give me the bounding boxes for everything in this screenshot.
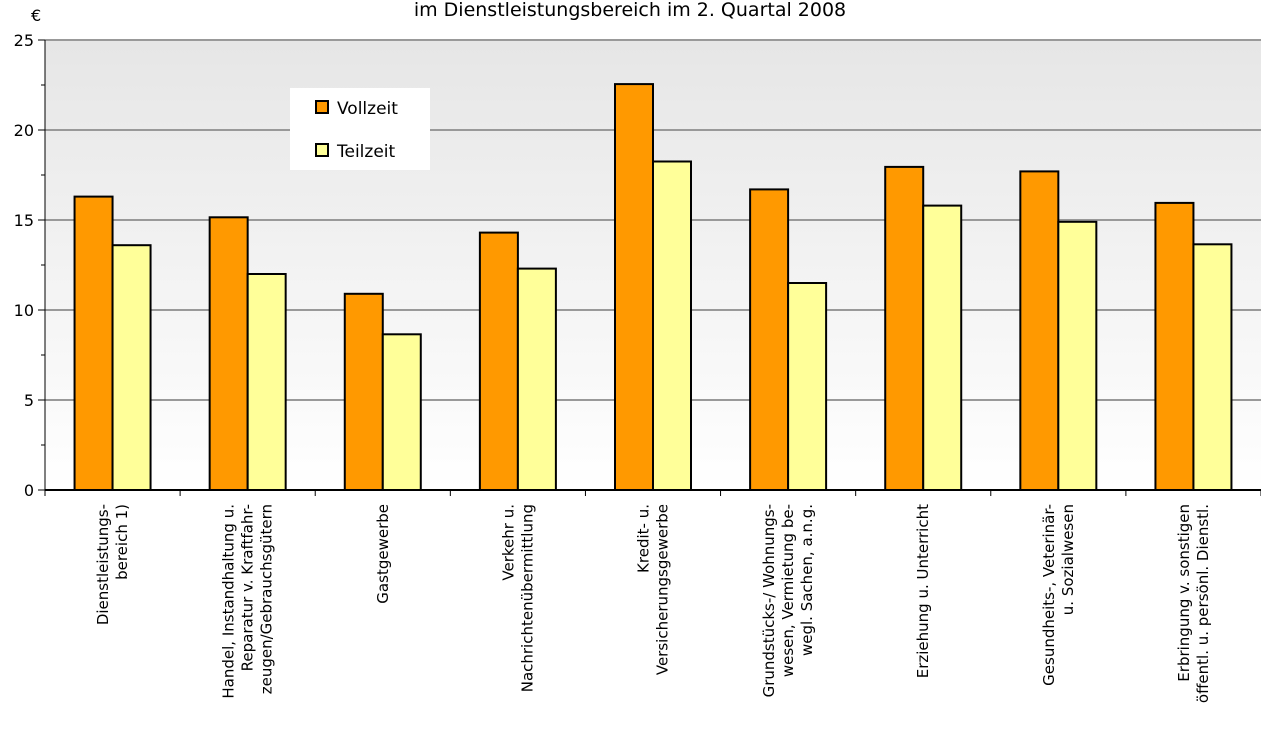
y-tick-label: 15 bbox=[14, 211, 34, 230]
y-tick-label: 20 bbox=[14, 121, 34, 140]
y-axis-unit-label: € bbox=[31, 6, 41, 25]
x-category-label: Gastgewerbe bbox=[374, 504, 392, 604]
axes: 0 5 10 15 20 25 Dienstleistungs-bereich 1) Hand… bbox=[14, 31, 1261, 703]
bar-vollzeit bbox=[614, 83, 654, 491]
legend-label: Teilzeit bbox=[336, 142, 396, 162]
bar-vollzeit bbox=[343, 292, 384, 491]
x-category-label: Kredit- u.Versicherungsgewerbe bbox=[635, 504, 672, 675]
y-tick-label: 10 bbox=[14, 301, 34, 320]
bar-vollzeit bbox=[73, 195, 114, 491]
bar-vollzeit bbox=[884, 165, 925, 491]
legend-background bbox=[290, 88, 430, 170]
bars bbox=[73, 83, 1233, 492]
bar-vollzeit bbox=[478, 231, 519, 491]
x-category-label: Erziehung u. Unterricht bbox=[914, 504, 932, 678]
bar-teilzeit bbox=[652, 160, 692, 491]
bar-teilzeit bbox=[922, 204, 963, 491]
x-category-label: Handel, Instandhaltung u.Reparatur v. Kr… bbox=[220, 504, 276, 699]
legend-swatch bbox=[315, 143, 329, 157]
x-category-label: Dienstleistungs-bereich 1) bbox=[94, 504, 131, 625]
bar-teilzeit bbox=[246, 273, 287, 491]
y-tick-label: 25 bbox=[14, 31, 34, 50]
legend-swatch bbox=[315, 100, 329, 114]
bar-teilzeit bbox=[1057, 220, 1098, 492]
x-category-label: Verkehr u.Nachrichtenübermittlung bbox=[499, 504, 536, 692]
legend-label: Vollzeit bbox=[337, 99, 398, 119]
bar-teilzeit bbox=[111, 244, 152, 491]
bar-vollzeit bbox=[1019, 170, 1060, 491]
bar-vollzeit bbox=[208, 216, 249, 492]
bar-teilzeit bbox=[516, 267, 557, 491]
x-category-label: Gesundheits-, Veterinär-u. Sozialwesen bbox=[1040, 504, 1077, 686]
bar-teilzeit bbox=[787, 282, 828, 491]
y-tick-label: 5 bbox=[24, 391, 34, 410]
bar-teilzeit bbox=[1192, 243, 1233, 491]
chart-title: im Dienstleistungsbereich im 2. Quartal … bbox=[414, 0, 846, 21]
x-category-label: Grundstücks-/ Wohnungs-wesen, Vermietung… bbox=[760, 504, 816, 697]
x-category-label: Erbringung v. sonstigenöffentl. u. persö… bbox=[1175, 504, 1212, 703]
bar-vollzeit bbox=[1154, 201, 1195, 491]
legend: Vollzeit Teilzeit bbox=[290, 88, 430, 170]
y-tick-label: 0 bbox=[24, 481, 34, 500]
bar-vollzeit bbox=[749, 188, 790, 491]
bar-teilzeit bbox=[381, 333, 422, 491]
